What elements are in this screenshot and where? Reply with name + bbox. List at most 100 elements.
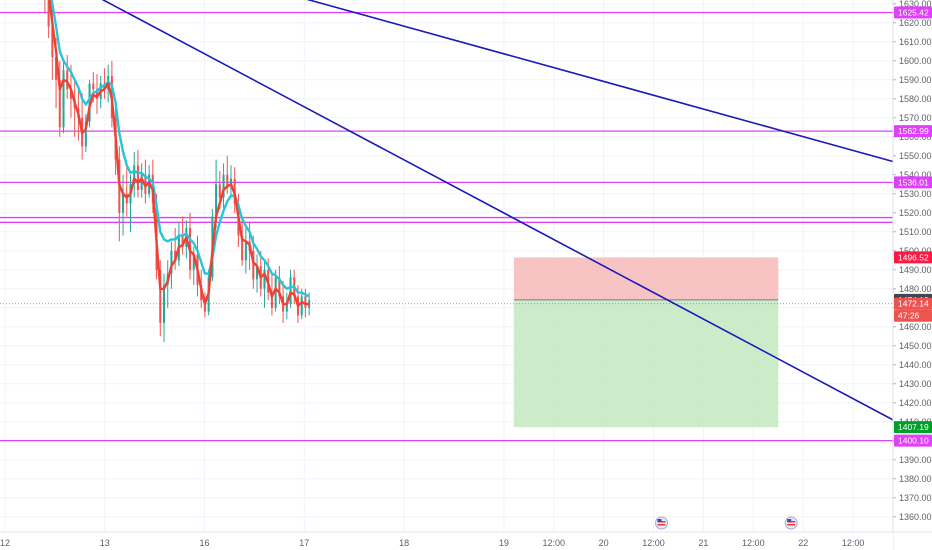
candle-body (92, 83, 95, 90)
candle-body (278, 277, 281, 297)
time-tick-label: 19 (499, 538, 509, 548)
candle-body (55, 57, 58, 80)
time-tick-label: 12:00 (642, 538, 665, 548)
candle-body (170, 250, 173, 274)
candle-body (174, 250, 177, 261)
price-tick-label: 1600.00 (899, 56, 932, 66)
time-tick-label: 20 (599, 538, 609, 548)
take-profit-zone (513, 299, 779, 428)
candle-body (47, 0, 50, 27)
candle-body (84, 121, 87, 147)
candle-body (62, 70, 65, 128)
level-price-label: 1400.10 (898, 436, 929, 446)
price-tick-label: 1550.00 (899, 151, 932, 161)
price-tick-label: 1460.00 (899, 322, 932, 332)
candle-body (122, 193, 125, 213)
time-tick-label: 21 (698, 538, 708, 548)
time-axis[interactable]: 12 13 16 17 18 19 12:00 20 12:00 21 12:00 22 12:00 (0, 531, 932, 550)
candle-body (159, 269, 162, 323)
candle-body (95, 89, 99, 99)
price-tag-label-background (894, 251, 932, 264)
candle-body (133, 165, 136, 185)
time-tick-label: 13 (100, 538, 110, 548)
candle-body (88, 83, 91, 122)
price-tick-label: 1580.00 (899, 94, 932, 104)
economic-event-icon[interactable] (784, 516, 798, 530)
ema-slow-line (50, 0, 310, 298)
candle-body (66, 70, 69, 90)
candle-body (289, 277, 292, 304)
candle-body (244, 241, 247, 261)
event-flag-canton-icon (657, 519, 662, 522)
time-tick-label: 18 (399, 538, 409, 548)
countdown-label-background (894, 309, 932, 322)
price-tag-label-background (894, 297, 932, 310)
price-tick-label: 1570.00 (899, 113, 932, 123)
event-flag-canton-icon (787, 519, 792, 522)
stop-loss-zone (513, 257, 779, 300)
level-price-label: 1562.99 (898, 126, 929, 136)
level-price-label-background (894, 125, 932, 138)
candle-body (229, 178, 233, 187)
economic-event-icon[interactable] (655, 516, 669, 530)
price-tick-label: 1430.00 (899, 379, 932, 389)
price-axis[interactable]: 1360.001370.001380.001390.001400.001410.… (892, 0, 932, 550)
candle-body (285, 304, 288, 312)
candle-body (192, 254, 195, 270)
price-tick-label: 1480.00 (899, 284, 932, 294)
price-tick-label: 1380.00 (899, 474, 932, 484)
trendlines (101, 0, 894, 421)
price-tick-label: 1610.00 (899, 37, 932, 47)
candle-body (203, 300, 206, 312)
candle-body (69, 89, 72, 99)
candle-body (51, 26, 54, 57)
event-flag-stripe-icon (657, 524, 666, 526)
time-tick-label: 12:00 (842, 538, 865, 548)
price-tick-label: 1590.00 (899, 75, 932, 85)
price-tick-label: 1490.00 (899, 265, 932, 275)
time-tick-label: 12:00 (542, 538, 565, 548)
level-price-label: 1536.01 (898, 177, 929, 187)
price-tick-label: 1520.00 (899, 208, 932, 218)
price-tick-label: 1390.00 (899, 455, 932, 465)
candle-body (226, 174, 229, 187)
candle-body (58, 79, 61, 128)
candle-body (140, 174, 143, 190)
price-tick-label: 1540.00 (899, 170, 932, 180)
level-price-label-background (894, 176, 932, 189)
candle-body (136, 165, 139, 190)
time-tick-label: 22 (798, 538, 808, 548)
time-tick-label: 12:00 (742, 538, 765, 548)
level-price-label-background (894, 434, 932, 447)
price-tick-label: 1360.00 (899, 512, 932, 522)
price-tick-label: 1630.00 (899, 0, 932, 9)
level-labels: 1625.421562.991536.011400.101496.521474.… (894, 6, 932, 447)
time-tick-label: 12 (0, 538, 10, 548)
level-price-label: 1625.42 (898, 8, 929, 18)
level-price-label-background (894, 6, 932, 19)
time-tick-label: 17 (299, 538, 309, 548)
event-icons[interactable] (655, 516, 798, 530)
candle-body (263, 269, 266, 289)
time-tick-label: 16 (200, 538, 210, 548)
candle-body (274, 277, 277, 308)
position-box (513, 257, 779, 428)
trendline (101, 0, 894, 421)
candle-body (300, 296, 303, 316)
candle-body (256, 266, 259, 280)
price-axis-background (893, 0, 932, 550)
price-tick-label: 1440.00 (899, 360, 932, 370)
price-tick-label: 1510.00 (899, 227, 932, 237)
price-tick-label: 1530.00 (899, 189, 932, 199)
candle-body (308, 300, 311, 308)
ema-fast-line (48, 0, 310, 308)
price-tick-label: 1500.00 (899, 246, 932, 256)
price-tag-label-background (894, 421, 932, 434)
moving-averages (48, 0, 310, 308)
trendline (306, 0, 894, 163)
price-tick-label: 1370.00 (899, 493, 932, 503)
candle-body (218, 184, 221, 198)
price-tick-label: 1420.00 (899, 398, 932, 408)
candle-body (252, 250, 255, 280)
